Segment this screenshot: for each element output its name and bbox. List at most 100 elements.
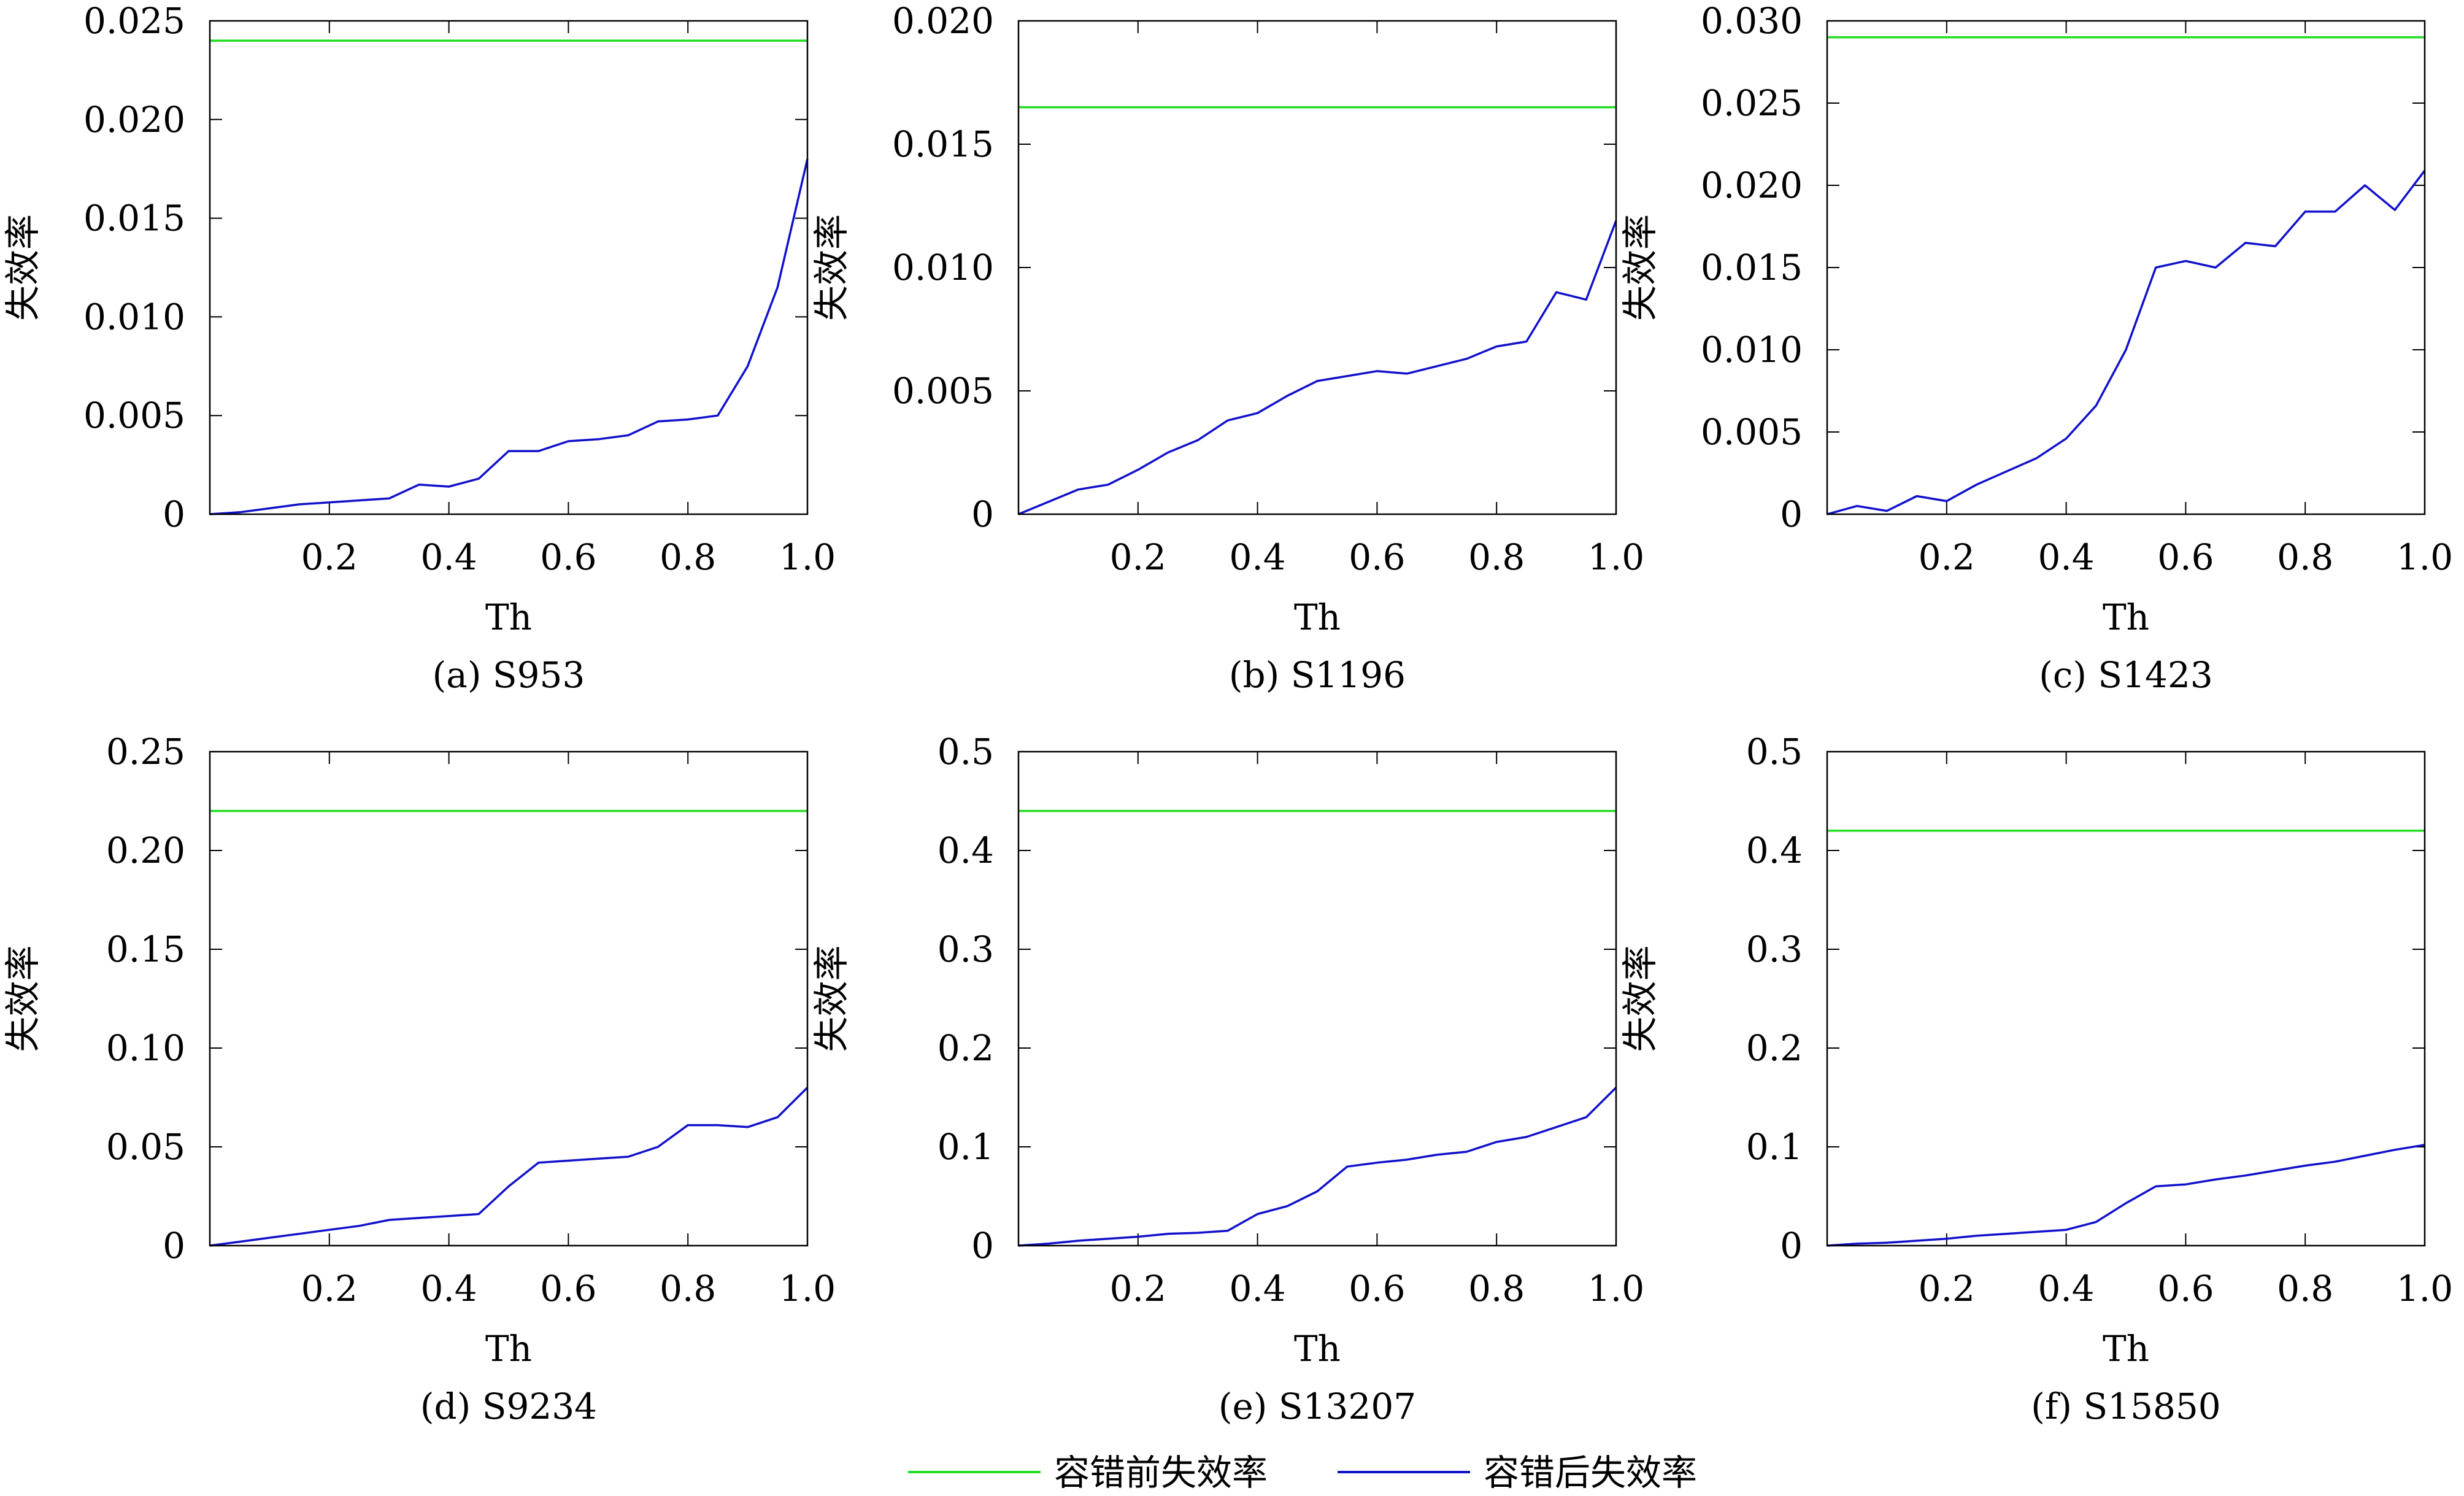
plot-frame (1017, 750, 1617, 1247)
panel-caption: (e) S13207 (1219, 1386, 1416, 1427)
y-tick-label: 0.020 (1701, 164, 1803, 206)
x-tick-label: 0.2 (1919, 536, 1975, 578)
y-tick-label: 0.1 (1746, 1126, 1803, 1168)
y-tick-label: 0 (163, 1225, 185, 1267)
y-tick-label: 0.005 (892, 370, 994, 412)
y-tick-label: 0.025 (1701, 82, 1803, 124)
series-line-after (1827, 169, 2426, 515)
plot-frame (1017, 20, 1617, 515)
x-tick-label: 0.2 (1919, 1268, 1975, 1309)
plot-frame (1826, 750, 2426, 1247)
y-axis-label: 失效率 (810, 945, 852, 1052)
panel-caption: (c) S1423 (2039, 654, 2213, 696)
y-tick-label: 0.3 (937, 928, 994, 970)
x-tick-label: 1.0 (2397, 1268, 2453, 1309)
chart-panels: 0 0.005 0.010 0.015 0.020 0.025 0.2 0.4 0.6 0.8 1.… (2, 0, 2453, 1427)
y-tick-label: 0.20 (106, 830, 185, 871)
legend-label-after: 容错后失效率 (1484, 1452, 1697, 1494)
x-axis-label: Th (1294, 1328, 1341, 1370)
x-tick-label: 0.6 (1349, 536, 1405, 578)
y-tick-label: 0.10 (106, 1027, 185, 1069)
x-axis-label: Th (485, 1328, 532, 1370)
x-axis-label: Th (2103, 1328, 2149, 1370)
y-tick-label: 0 (163, 493, 185, 535)
y-tick-label: 0.5 (1746, 731, 1803, 773)
x-axis-label: Th (2103, 596, 2149, 638)
chart-panel-5: 0 0.1 0.2 0.3 0.4 0.5 0.2 0.4 0.6 0.8 1.0 Th 失效率 (e) … (810, 731, 1644, 1427)
y-axis-label: 失效率 (810, 214, 852, 321)
x-tick-label: 0.8 (1468, 536, 1525, 578)
panel-caption: (b) S1196 (1229, 654, 1406, 696)
y-tick-label: 0.2 (1746, 1027, 1803, 1069)
x-tick-label: 0.4 (420, 536, 477, 578)
x-tick-label: 1.0 (2397, 536, 2453, 578)
x-tick-label: 0.8 (1468, 1268, 1525, 1309)
y-tick-label: 0.020 (892, 0, 994, 42)
x-tick-label: 0.4 (1229, 536, 1285, 578)
x-tick-label: 0.6 (540, 1268, 596, 1309)
y-tick-label: 0 (971, 1225, 994, 1267)
x-tick-label: 0.2 (1110, 1268, 1166, 1309)
series-line-after (1018, 220, 1617, 515)
panel-caption: (a) S953 (433, 654, 585, 696)
x-tick-label: 0.6 (1349, 1268, 1405, 1309)
x-tick-label: 1.0 (1588, 1268, 1644, 1309)
y-tick-label: 0.020 (83, 99, 185, 141)
x-axis-label: Th (485, 596, 532, 638)
x-tick-label: 0.8 (660, 536, 716, 578)
series-line-after (1827, 1144, 2425, 1247)
y-tick-label: 0.15 (106, 928, 185, 970)
x-tick-label: 0.6 (2157, 1268, 2214, 1309)
y-tick-label: 0 (1780, 493, 1803, 535)
y-tick-label: 0.015 (83, 198, 185, 239)
legend: 容错前失效率 容错后失效率 (908, 1452, 1697, 1494)
y-axis-label: 失效率 (1619, 945, 1661, 1052)
x-tick-label: 0.4 (1229, 1268, 1285, 1309)
panel-caption: (f) S15850 (2031, 1386, 2220, 1427)
x-tick-label: 0.8 (2277, 1268, 2333, 1309)
plot-frame (1826, 20, 2426, 515)
y-tick-label: 0.5 (937, 731, 994, 773)
x-tick-label: 0.6 (2157, 536, 2214, 578)
x-tick-label: 1.0 (1588, 536, 1644, 578)
x-tick-label: 0.8 (2277, 536, 2333, 578)
y-tick-label: 0.015 (892, 123, 994, 165)
y-tick-label: 0.2 (937, 1027, 994, 1069)
x-tick-label: 0.4 (420, 1268, 477, 1309)
y-tick-label: 0.1 (937, 1126, 994, 1168)
panel-caption: (d) S9234 (420, 1386, 597, 1427)
x-tick-label: 0.6 (540, 536, 596, 578)
chart-panel-1: 0 0.005 0.010 0.015 0.020 0.025 0.2 0.4 0.6 0.8 1.… (2, 0, 836, 696)
chart-panel-3: 0 0.005 0.010 0.015 0.020 0.025 0.030 0.2 0.4 0.6… (1619, 0, 2453, 696)
y-tick-label: 0.015 (1701, 247, 1803, 288)
y-axis-label: 失效率 (1619, 214, 1661, 321)
y-tick-label: 0.05 (106, 1126, 185, 1168)
y-tick-label: 0.005 (83, 395, 185, 436)
chart-panel-2: 0 0.005 0.010 0.015 0.020 0.2 0.4 0.6 0.8 1.0 Th 失效… (810, 0, 1644, 696)
series-line-after (209, 158, 809, 515)
series-line-after (1018, 1087, 1617, 1247)
y-axis-label: 失效率 (2, 214, 44, 321)
y-tick-label: 0.010 (1701, 329, 1803, 371)
y-tick-label: 0.4 (1746, 830, 1803, 871)
x-tick-label: 0.2 (301, 536, 358, 578)
legend-label-before: 容错前失效率 (1054, 1452, 1268, 1494)
plot-frame (209, 750, 809, 1247)
x-tick-label: 0.4 (2038, 1268, 2094, 1309)
y-tick-label: 0.025 (83, 0, 185, 42)
y-tick-label: 0.010 (892, 247, 994, 288)
chart-panel-4: 0 0.05 0.10 0.15 0.20 0.25 0.2 0.4 0.6 0.8 1.0 Th 失效… (2, 731, 836, 1427)
series-line-after (209, 1087, 809, 1247)
y-tick-label: 0.25 (106, 731, 185, 773)
plot-frame (209, 20, 809, 515)
y-tick-label: 0.010 (83, 296, 185, 337)
x-tick-label: 0.2 (301, 1268, 358, 1309)
y-tick-label: 0.005 (1701, 411, 1803, 453)
x-tick-label: 1.0 (779, 536, 836, 578)
y-tick-label: 0.4 (937, 830, 994, 871)
x-axis-label: Th (1294, 596, 1341, 638)
chart-panel-6: 0 0.1 0.2 0.3 0.4 0.5 0.2 0.4 0.6 0.8 1.0 Th 失效率 (f) … (1619, 731, 2453, 1427)
x-tick-label: 0.8 (660, 1268, 716, 1309)
y-tick-label: 0.3 (1746, 928, 1803, 970)
y-tick-label: 0 (971, 493, 994, 535)
